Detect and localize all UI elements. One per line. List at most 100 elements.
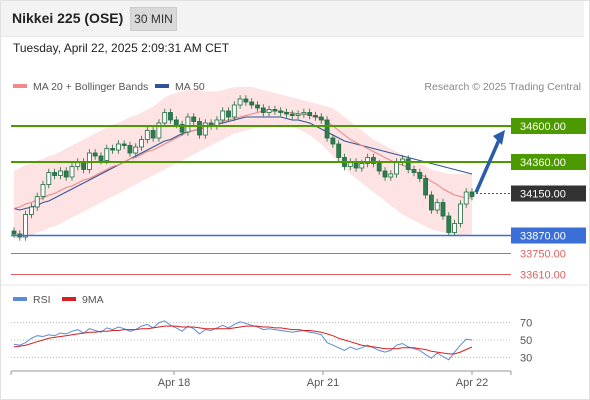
minor-support-label: 33750.00 <box>520 249 566 261</box>
candle-body <box>81 161 86 170</box>
x-tick-label: Apr 18 <box>158 377 190 389</box>
candle-body <box>179 124 185 133</box>
rsi-chart: 70 50 30 <box>11 318 532 364</box>
bollinger-bands <box>14 87 472 239</box>
watermark: Research © 2025 Trading Central <box>424 81 581 93</box>
current-price-label: 34150.00 <box>520 189 566 201</box>
rsi-legend-swatch <box>13 297 27 301</box>
ma50-line <box>13 116 473 211</box>
candle-body <box>139 139 144 148</box>
x-tick-label: Apr 22 <box>456 377 488 389</box>
candle-body <box>231 104 237 118</box>
candle-body <box>58 170 63 176</box>
candle-body <box>133 146 139 154</box>
rsi-tick-label: 30 <box>520 352 532 364</box>
candle-body <box>394 161 400 175</box>
candle-body <box>284 112 289 115</box>
chart-header: Nikkei 225 (OSE) 30 MIN <box>0 0 584 37</box>
resistance-label: 34600.00 <box>520 121 566 133</box>
candle-body <box>463 191 469 205</box>
candle-body <box>110 148 115 151</box>
resistance-tag <box>511 118 586 134</box>
projection-arrow <box>474 139 501 194</box>
ma20-legend-swatch <box>13 84 27 88</box>
candle-body <box>34 196 40 208</box>
candle-body <box>197 121 202 136</box>
candle-body <box>11 230 17 235</box>
candle-body <box>336 143 342 158</box>
candle-body <box>278 110 284 113</box>
current-price-tag <box>511 185 586 202</box>
candle-body <box>28 206 34 215</box>
candle-body <box>313 115 318 118</box>
candle-body <box>237 98 243 106</box>
candle-body <box>457 203 463 224</box>
candle-body <box>266 109 272 113</box>
candle-body <box>63 170 69 178</box>
candle-body <box>121 143 127 146</box>
candle-body <box>185 116 191 133</box>
candle-body <box>365 157 371 164</box>
candle-body <box>307 112 313 116</box>
resistance-label: 34360.00 <box>520 157 566 169</box>
rsi-ma-legend-swatch <box>62 297 76 301</box>
candle-body <box>104 148 110 161</box>
rsi-legend-label: RSI <box>33 294 51 306</box>
candle-body <box>411 169 417 173</box>
rsi-tick-label: 70 <box>520 318 532 330</box>
candle-body <box>46 172 52 185</box>
ma50-legend-swatch <box>155 84 169 88</box>
support-tag <box>511 227 586 244</box>
rsi-ma-line <box>13 325 473 355</box>
candle-body <box>116 143 121 151</box>
candle-body <box>370 157 376 164</box>
candle-body <box>318 116 324 121</box>
candle-body <box>150 130 156 139</box>
candle-body <box>98 155 104 161</box>
candle-body <box>220 110 226 121</box>
support-label: 33870.00 <box>520 231 566 243</box>
candle-body <box>434 202 440 211</box>
candle-body <box>168 112 173 121</box>
candle-body <box>382 170 388 178</box>
candle-body <box>376 163 382 172</box>
candle-body <box>324 119 330 139</box>
instrument-title: Nikkei 225 (OSE) <box>12 10 124 26</box>
candle-body <box>359 163 365 169</box>
candle-body <box>272 109 278 112</box>
candle-body <box>191 116 197 122</box>
candle-body <box>249 101 255 106</box>
candle-body <box>423 178 429 196</box>
candle-body <box>417 172 423 179</box>
rsi-line <box>13 320 473 361</box>
candle-body <box>446 215 452 233</box>
candle-body <box>40 184 46 197</box>
candle-body <box>469 191 475 197</box>
candle-body <box>289 113 295 116</box>
candle-body <box>52 172 57 176</box>
candle-body <box>295 113 301 116</box>
candle-body <box>260 107 266 113</box>
candle-body <box>173 119 179 125</box>
candle-body <box>127 145 133 154</box>
candle-body <box>69 166 75 178</box>
projection-arrowhead <box>493 130 505 145</box>
candle-body <box>23 214 29 238</box>
x-axis-labels: Apr 18 Apr 21 Apr 22 <box>10 371 512 389</box>
timeframe-button[interactable]: 30 MIN <box>130 7 177 31</box>
price-chart: 34600.00 34360.00 34150.00 33870.00 33750.00… <box>11 87 586 282</box>
candle-body <box>226 110 231 118</box>
candle-body <box>144 130 150 140</box>
candle-body <box>452 223 458 233</box>
candle-body <box>405 158 411 170</box>
candle-body <box>243 98 249 103</box>
candle-body <box>162 112 168 124</box>
candle-body <box>92 152 98 157</box>
resistance-tag <box>511 154 586 170</box>
rsi-tick-label: 50 <box>520 335 532 347</box>
timestamp: Tuesday, April 22, 2025 2:09:31 AM CET <box>13 41 230 55</box>
candle-body <box>255 104 260 109</box>
candle-body <box>156 122 162 139</box>
candle-body <box>388 173 394 178</box>
x-tick-label: Apr 21 <box>307 377 339 389</box>
